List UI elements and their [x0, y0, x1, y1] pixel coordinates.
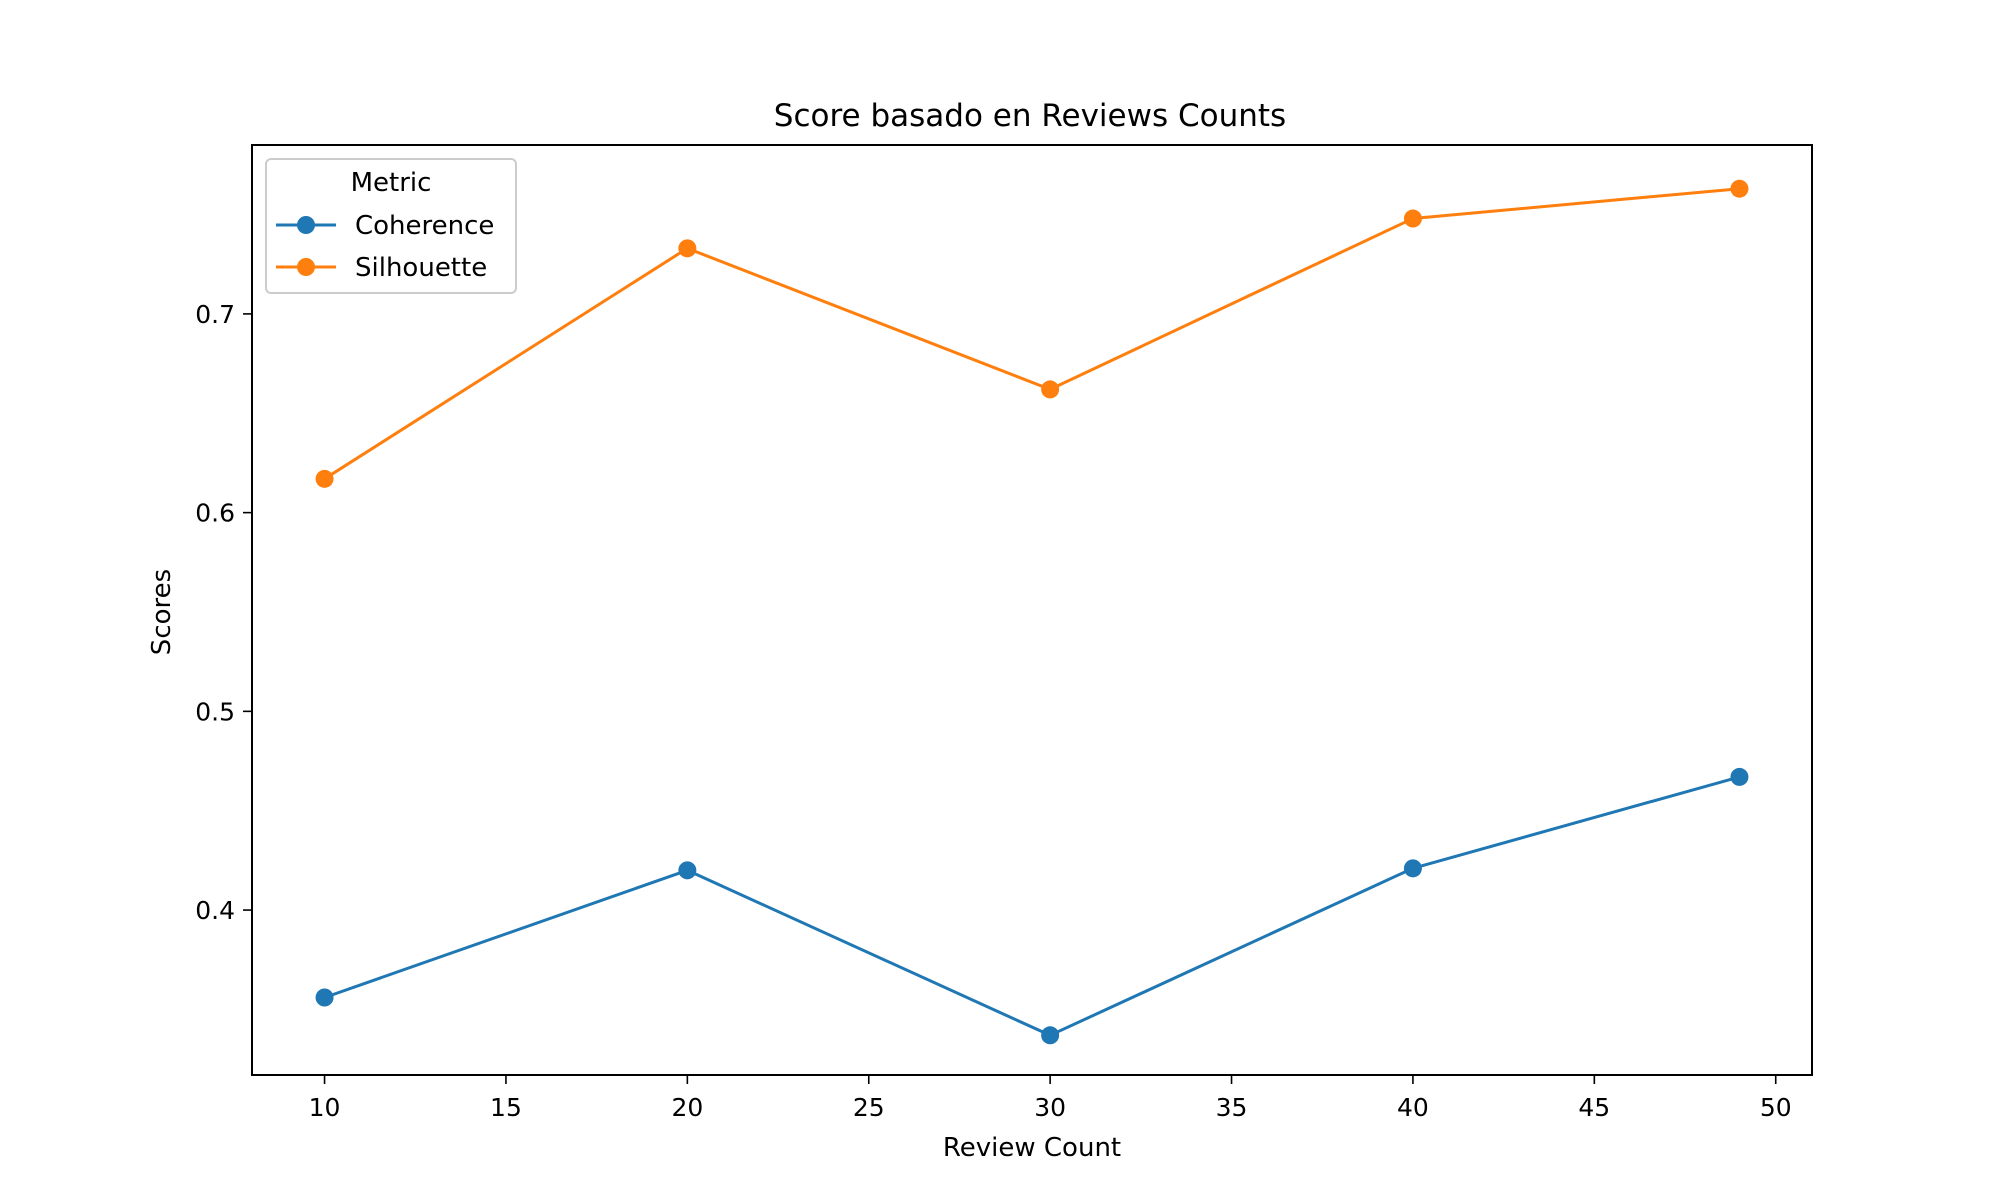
x-axis: 10 15 20 25 30 35 40 45 50: [309, 1075, 1792, 1122]
data-point-silhouette: [315, 469, 334, 488]
x-tick-label: 25: [853, 1093, 885, 1122]
plot-lines: [323, 187, 1740, 1037]
series-line-coherence: [324, 775, 1740, 1037]
data-point-coherence: [1730, 767, 1749, 786]
y-axis: 0.4 0.5 0.6 0.7: [195, 300, 252, 925]
y-axis-label: Scores: [147, 569, 177, 655]
y-tick-label: 0.4: [195, 896, 235, 925]
series-line-silhouette: [323, 187, 1740, 481]
legend-marker-silhouette: [297, 258, 315, 276]
plot-markers: [315, 179, 1749, 1045]
x-tick-label: 50: [1760, 1093, 1792, 1122]
legend-entries: Coherence Silhouette: [276, 211, 494, 283]
legend-label-coherence: Coherence: [355, 211, 494, 241]
legend-title: Metric: [351, 168, 432, 198]
data-point-silhouette: [1403, 209, 1422, 228]
x-tick-label: 15: [490, 1093, 522, 1122]
x-tick-label: 45: [1578, 1093, 1610, 1122]
legend-marker-coherence: [297, 216, 315, 234]
data-point-silhouette: [1730, 179, 1749, 198]
x-tick-label: 30: [1034, 1093, 1066, 1122]
legend: Metric Coherence Silhouette: [265, 158, 517, 294]
data-point-coherence: [315, 988, 334, 1007]
x-tick-label: 40: [1397, 1093, 1429, 1122]
y-tick-label: 0.6: [195, 499, 235, 528]
x-tick-label: 10: [309, 1093, 341, 1122]
x-tick-label: 20: [671, 1093, 703, 1122]
data-point-coherence: [678, 861, 697, 880]
x-tick-label: 35: [1216, 1093, 1248, 1122]
data-point-silhouette: [1041, 380, 1060, 399]
plot-frame: [251, 144, 1813, 1076]
y-tick-label: 0.7: [195, 300, 235, 329]
legend-box: [265, 158, 517, 294]
data-point-coherence: [1403, 859, 1422, 878]
data-point-coherence: [1041, 1026, 1060, 1045]
data-point-silhouette: [678, 239, 697, 258]
legend-label-silhouette: Silhouette: [355, 253, 487, 283]
x-axis-label: Review Count: [943, 1133, 1121, 1163]
chart-title: Score basado en Reviews Counts: [774, 98, 1286, 134]
y-tick-label: 0.5: [195, 697, 235, 726]
